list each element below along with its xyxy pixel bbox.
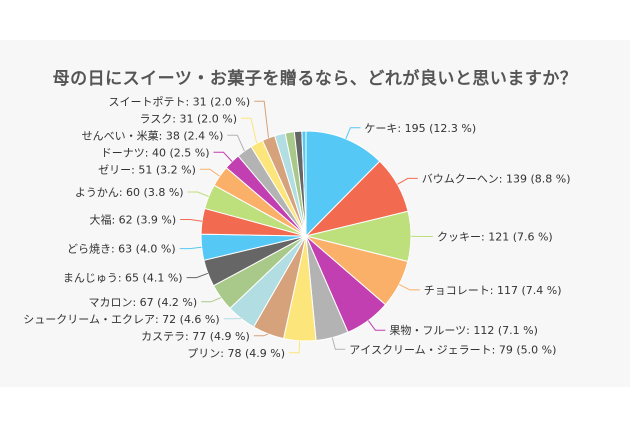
slice-label: ケーキ: 195 (12.3 %) (364, 122, 476, 135)
connector-line (367, 320, 386, 331)
connector-line (289, 340, 301, 354)
connector-line (186, 272, 209, 279)
connector-line (398, 283, 420, 291)
connector-line (253, 333, 269, 337)
slice-label: まんじゅう: 65 (4.1 %) (63, 272, 183, 285)
slice-label: 果物・フルーツ: 112 (7.1 %) (389, 323, 538, 337)
connector-line (201, 297, 222, 303)
connector-line (241, 117, 258, 144)
slice-label: スイートポテト: 31 (2.0 %) (108, 95, 250, 108)
connector-line (187, 191, 209, 197)
chart-title: 母の日にスイーツ・お菓子を贈るなら、どれが良いと思いますか？ (52, 69, 578, 89)
connector-line (199, 168, 220, 177)
slice-label: ラスク: 31 (2.0 %) (139, 112, 237, 125)
connector-line (254, 100, 269, 138)
slice-label: アイスクリーム・ジェラート: 79 (5.0 %) (349, 343, 556, 356)
slice-label: 大福: 62 (3.9 %) (89, 213, 176, 227)
slice-label: シュークリーム・エクレア: 72 (4.6 %) (23, 313, 219, 326)
slice-label: ようかん: 60 (3.8 %) (75, 186, 184, 199)
slice-label: チョコレート: 117 (7.4 %) (424, 284, 562, 297)
connector-line (180, 219, 203, 222)
pie-slice (301, 130, 307, 237)
slice-label: カステラ: 77 (4.9 %) (141, 330, 250, 343)
connector-line (345, 127, 361, 140)
connector-line (397, 177, 418, 185)
slice-label: クッキー: 121 (7.6 %) (437, 231, 553, 244)
slice-label: プリン: 78 (4.9 %) (187, 347, 285, 360)
slice-label: どら焼き: 63 (4.0 %) (67, 243, 176, 256)
connector-line (227, 134, 245, 152)
slice-label: マカロン: 67 (4.2 %) (88, 296, 197, 309)
slice-label: ドーナツ: 40 (2.5 %) (101, 146, 210, 159)
slice-label: せんべい・米菓: 38 (2.4 %) (82, 129, 224, 142)
connector-line (331, 337, 346, 350)
connector-line (213, 151, 233, 162)
slice-label: ゼリー: 51 (3.2 %) (98, 163, 196, 176)
connector-line (179, 246, 202, 250)
slice-label: バウムクーヘン: 139 (8.8 %) (422, 172, 571, 185)
